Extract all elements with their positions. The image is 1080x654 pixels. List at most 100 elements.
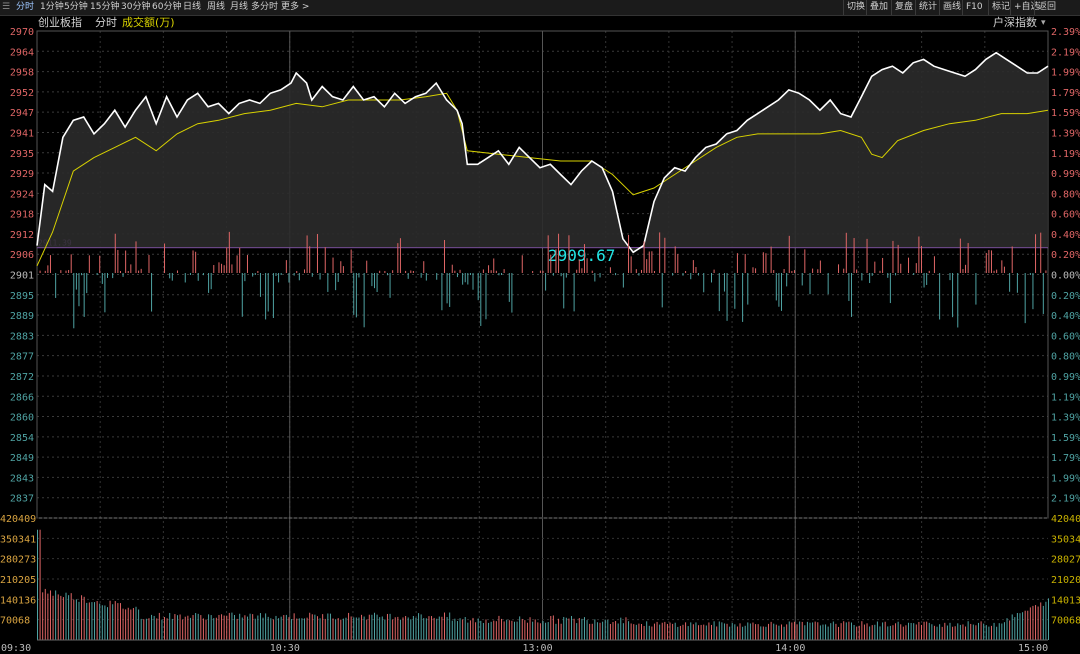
toolbar-button-7[interactable]: +自选 (1010, 0, 1043, 15)
volume-bar (879, 626, 881, 640)
volume-tick: 70068 (0, 616, 30, 627)
pct-tick: 0.60% (1051, 331, 1080, 342)
tab-7[interactable]: 周线 (207, 2, 226, 12)
tab-1[interactable]: 1分钟 (40, 2, 64, 12)
volume-bar (1037, 606, 1039, 640)
price-tick: 2901 (10, 271, 34, 282)
toolbar-button-1[interactable]: 叠加 (866, 0, 891, 15)
change-bar (443, 239, 445, 273)
volume-bar (920, 624, 922, 640)
chevron-down-icon[interactable]: ▾ (1041, 18, 1046, 28)
change-bar (374, 273, 375, 289)
change-bar (68, 269, 70, 273)
volume-bar (259, 613, 261, 640)
volume-bar (1029, 607, 1031, 640)
volume-bar (241, 617, 243, 640)
change-bar (591, 270, 593, 273)
price-tick: 2970 (10, 27, 34, 38)
volume-bar (1001, 623, 1003, 640)
change-bar (456, 273, 458, 278)
change-bar (967, 243, 969, 273)
toolbar-button-3[interactable]: 统计 (915, 0, 940, 15)
change-bar (340, 261, 342, 273)
change-bar (1024, 273, 1026, 324)
change-bar (646, 259, 648, 273)
pct-tick: 0.20% (1051, 250, 1080, 261)
change-bar (55, 273, 57, 298)
volume-tick-right: 280273 (1051, 555, 1080, 566)
change-bar (327, 273, 329, 292)
volume-bar (462, 619, 464, 640)
volume-bar (806, 621, 808, 640)
change-bar (882, 257, 884, 273)
change-bar (752, 267, 754, 273)
volume-bar (405, 616, 407, 640)
volume-bar (630, 623, 632, 640)
volume-bar (755, 624, 757, 640)
volume-bar (389, 613, 391, 640)
volume-bar (866, 623, 868, 640)
change-bar (350, 249, 352, 273)
change-bar (389, 273, 391, 298)
volume-bar (94, 602, 96, 640)
tab-6[interactable]: 日线 (183, 2, 202, 12)
index-selector[interactable]: 户深指数 (993, 16, 1037, 29)
volume-bar (578, 618, 580, 640)
volume-bar (366, 619, 368, 640)
volume-bar (778, 625, 780, 640)
volume-bar (529, 617, 531, 640)
volume-bar (311, 614, 313, 640)
price-tick: 2918 (10, 210, 34, 221)
volume-bar (602, 621, 604, 640)
volume-bar (104, 605, 106, 640)
volume-bar (213, 618, 215, 640)
volume-bar (288, 617, 290, 640)
toolbar-button-8[interactable]: 返回 (1034, 0, 1059, 15)
toolbar-button-6[interactable]: 标记 (988, 0, 1013, 15)
change-bar (423, 261, 425, 273)
volume-bar (793, 621, 795, 640)
change-bar (550, 254, 552, 273)
volume-bar (1048, 598, 1049, 640)
change-bar (122, 273, 124, 277)
toolbar-button-0[interactable]: 切换 (843, 0, 868, 15)
toolbar-button-5[interactable]: F10 (962, 0, 986, 15)
index-name: 创业板指 (38, 16, 82, 29)
toolbar-button-2[interactable]: 复盘 (891, 0, 916, 15)
change-bar (355, 273, 357, 318)
tab-8[interactable]: 月线 (230, 2, 249, 12)
tab-4[interactable]: 30分钟 (121, 2, 151, 12)
tab-2[interactable]: 5分钟 (64, 2, 88, 12)
volume-bar (1014, 617, 1016, 640)
tab-5[interactable]: 60分钟 (152, 2, 182, 12)
tab-10[interactable]: 更多 > (281, 2, 310, 12)
volume-tick-right: 140136 (1051, 595, 1080, 606)
volume-bar (202, 618, 204, 640)
change-bar (405, 270, 407, 273)
volume-bar (957, 623, 959, 640)
volume-bar (208, 614, 210, 640)
volume-bar (978, 622, 980, 640)
tab-9[interactable]: 多分时 (251, 2, 279, 12)
volume-bar (612, 622, 614, 640)
volume-bar (721, 622, 723, 640)
change-bar (672, 273, 674, 276)
volume-bar (666, 623, 668, 640)
volume-bar (814, 621, 816, 640)
change-bar (425, 273, 427, 281)
tab-3[interactable]: 15分钟 (90, 2, 120, 12)
change-bar (151, 273, 153, 312)
toolbar-button-4[interactable]: 画线 (939, 0, 964, 15)
tab-0[interactable]: 分时 (16, 2, 35, 12)
change-bar (410, 270, 412, 273)
volume-bar (275, 615, 277, 640)
menu-icon[interactable]: ☰ (2, 2, 11, 12)
volume-bar (983, 623, 985, 640)
indicator-label: 成交额(万) (122, 16, 175, 29)
volume-bar (301, 618, 303, 640)
volume-bar (568, 618, 570, 640)
volume-bar (819, 625, 821, 640)
volume-bar (187, 615, 189, 640)
change-bar (386, 273, 388, 276)
